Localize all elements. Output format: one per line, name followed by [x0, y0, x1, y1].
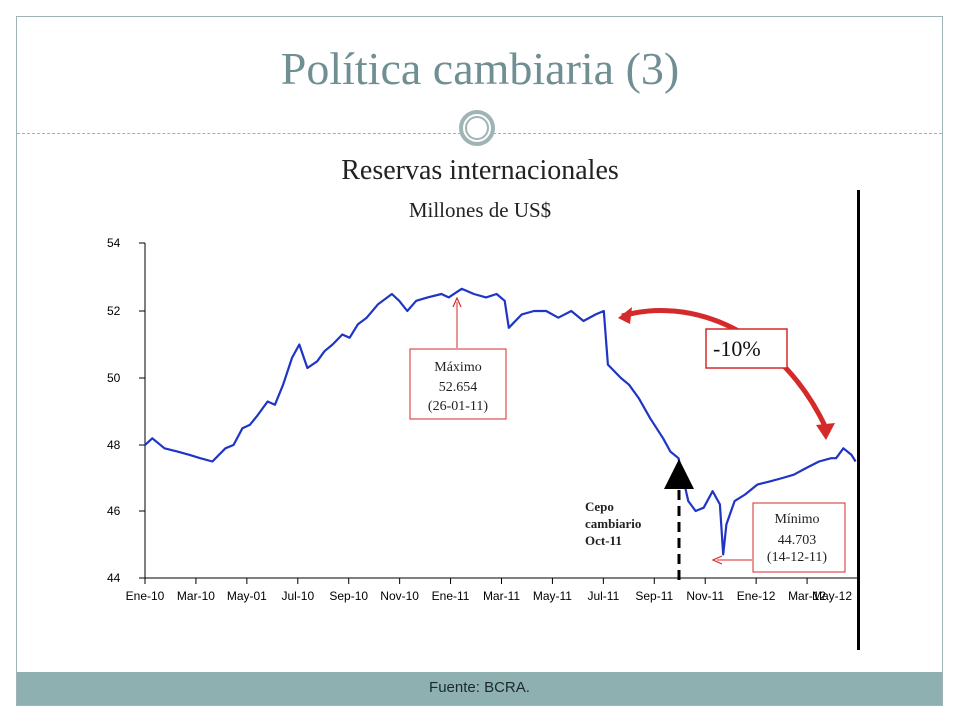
series-line-reserves — [144, 287, 857, 556]
y-tick-label: 46 — [107, 504, 121, 518]
cepo-label-line1: Cepo — [585, 499, 614, 514]
x-tick-label: May-01 — [227, 589, 267, 603]
y-tick-label: 54 — [107, 236, 121, 250]
slide-frame — [16, 16, 943, 706]
x-tick-label: Ene-11 — [432, 589, 470, 603]
maximo-date: (26-01-11) — [428, 399, 488, 414]
x-tick-label: May-12 — [812, 589, 852, 603]
x-tick-label: Ene-10 — [126, 589, 165, 603]
x-tick-label: Nov-11 — [686, 589, 724, 603]
x-tick-label: Mar-11 — [483, 589, 520, 603]
cepo-label-line2: cambiario — [585, 516, 641, 531]
y-tick-label: 48 — [107, 438, 121, 452]
minimo-date: (14-12-11) — [767, 550, 827, 565]
cepo-label-line3: Oct-11 — [585, 533, 622, 548]
drop-pct-box — [705, 328, 788, 369]
minimo-box — [752, 502, 846, 573]
minimo-value: 44.703 — [778, 533, 817, 548]
y-axis-ticks: 54 52 50 48 46 44 — [107, 236, 145, 585]
y-tick-label: 44 — [107, 571, 121, 585]
x-tick-label: Sep-11 — [635, 589, 673, 603]
drop-curve-arrowhead — [816, 423, 835, 440]
x-tick-label: Jul-10 — [281, 589, 314, 603]
footer-bar: Fuente: BCRA. — [17, 672, 942, 705]
drop-curve-tail — [618, 307, 632, 324]
maximo-value: 52.654 — [439, 380, 478, 395]
title-circle-ornament — [459, 110, 495, 146]
x-tick-label: Mar-12 — [788, 589, 826, 603]
x-tick-label: Sep-10 — [329, 589, 368, 603]
y-tick-label: 52 — [107, 304, 121, 318]
y-tick-label: 50 — [107, 371, 121, 385]
right-divider-bar — [857, 190, 860, 650]
minimo-label: Mínimo — [774, 512, 819, 527]
maximo-box — [409, 348, 507, 420]
chart-subtitle: Millones de US$ — [408, 198, 552, 222]
drop-curve-arrow — [621, 308, 829, 430]
maximo-label: Máximo — [434, 360, 481, 375]
slide-title: Política cambiaria (3) — [280, 43, 680, 94]
x-tick-label: Ene-12 — [737, 589, 776, 603]
x-tick-label: Jul-11 — [587, 589, 619, 603]
x-tick-label: Mar-10 — [177, 589, 215, 603]
source-note: Fuente: BCRA. — [429, 679, 530, 696]
chart-title: Reservas internacionales — [341, 155, 619, 186]
drop-pct-label: -10% — [713, 336, 761, 361]
x-axis-ticks: Ene-10 Mar-10 May-01 Jul-10 Sep-10 Nov-10 Ene-… — [126, 578, 859, 603]
x-tick-label: Nov-10 — [380, 589, 419, 603]
x-tick-label: May-11 — [533, 589, 572, 603]
